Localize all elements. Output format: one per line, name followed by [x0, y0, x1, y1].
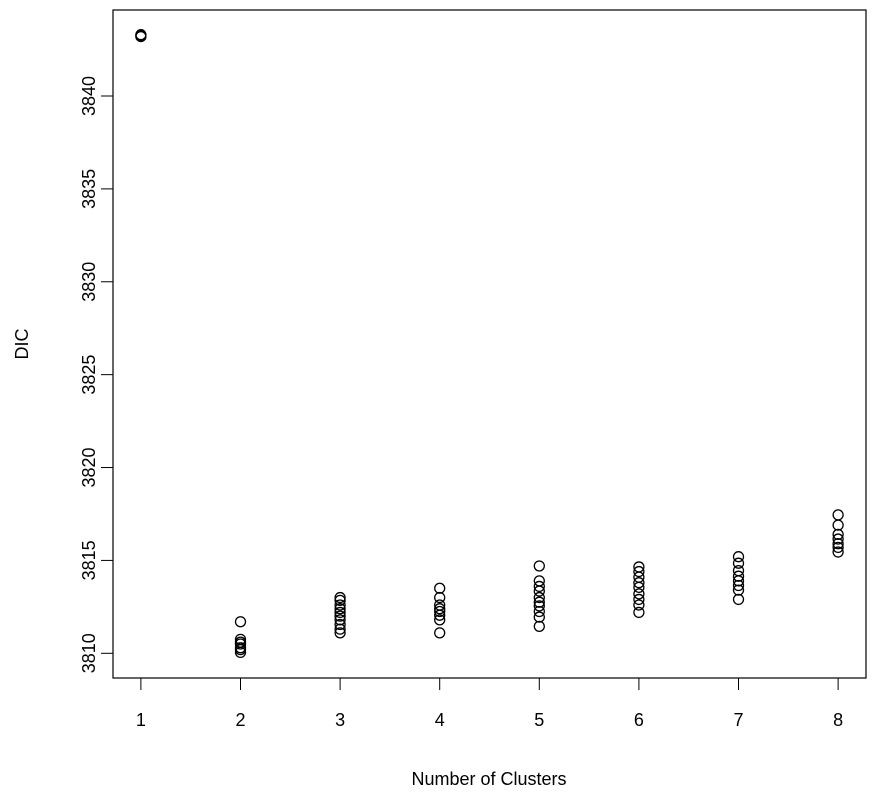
- point: [234, 646, 247, 659]
- point: [533, 585, 545, 597]
- x-tick-label: 4: [435, 710, 445, 730]
- point: [832, 538, 844, 550]
- point: [832, 546, 844, 558]
- point: [633, 593, 645, 606]
- point: [135, 29, 147, 42]
- point: [533, 560, 545, 572]
- y-tick-label: 3810: [79, 633, 99, 673]
- point: [334, 606, 346, 619]
- x-axis-label: Number of Clusters: [411, 769, 566, 789]
- point: [832, 528, 844, 541]
- point: [434, 605, 446, 618]
- y-tick-label: 3820: [79, 448, 99, 488]
- point: [732, 593, 745, 606]
- point: [334, 603, 346, 615]
- point: [533, 605, 545, 618]
- x-tick-label: 5: [534, 710, 544, 730]
- point: [334, 594, 346, 607]
- point: [234, 616, 247, 628]
- point: [533, 591, 545, 604]
- plot-box: [112, 9, 867, 679]
- point: [234, 638, 247, 650]
- point: [334, 614, 346, 626]
- point: [633, 606, 645, 619]
- point: [234, 643, 247, 656]
- x-tick-label: 3: [335, 710, 345, 730]
- point: [434, 609, 446, 621]
- point: [832, 541, 844, 554]
- point: [732, 584, 745, 596]
- point: [533, 611, 545, 623]
- x-tick-label: 2: [235, 710, 245, 730]
- x-tick-label: 1: [136, 710, 146, 730]
- point: [832, 533, 844, 545]
- point: [633, 599, 645, 611]
- point: [334, 623, 346, 635]
- point: [633, 581, 645, 593]
- point: [633, 565, 645, 578]
- y-tick-label: 3835: [79, 169, 99, 209]
- point: [334, 599, 346, 611]
- y-tick-label: 3840: [79, 76, 99, 116]
- y-tick-label: 3830: [79, 262, 99, 302]
- point: [732, 575, 745, 587]
- y-tick-label: 3825: [79, 355, 99, 395]
- point: [732, 570, 745, 582]
- point: [334, 610, 346, 622]
- x-tick-label: 8: [833, 710, 843, 730]
- point: [832, 519, 844, 531]
- point: [533, 580, 545, 593]
- x-tick-label: 7: [734, 710, 744, 730]
- point: [434, 582, 446, 594]
- point: [633, 588, 645, 600]
- point: [832, 509, 844, 521]
- point: [533, 596, 545, 608]
- point: [434, 614, 446, 626]
- point: [633, 577, 645, 589]
- point: [334, 627, 346, 639]
- y-tick-label: 3815: [79, 540, 99, 580]
- point: [434, 627, 446, 639]
- point: [732, 551, 745, 563]
- x-tick-label: 6: [634, 710, 644, 730]
- point: [434, 591, 446, 604]
- point: [732, 579, 745, 592]
- point: [434, 603, 446, 615]
- point: [732, 557, 745, 569]
- point: [533, 620, 545, 633]
- point: [334, 618, 346, 631]
- point: [533, 600, 545, 612]
- point: [334, 591, 346, 604]
- y-axis-label: DIC: [12, 329, 32, 360]
